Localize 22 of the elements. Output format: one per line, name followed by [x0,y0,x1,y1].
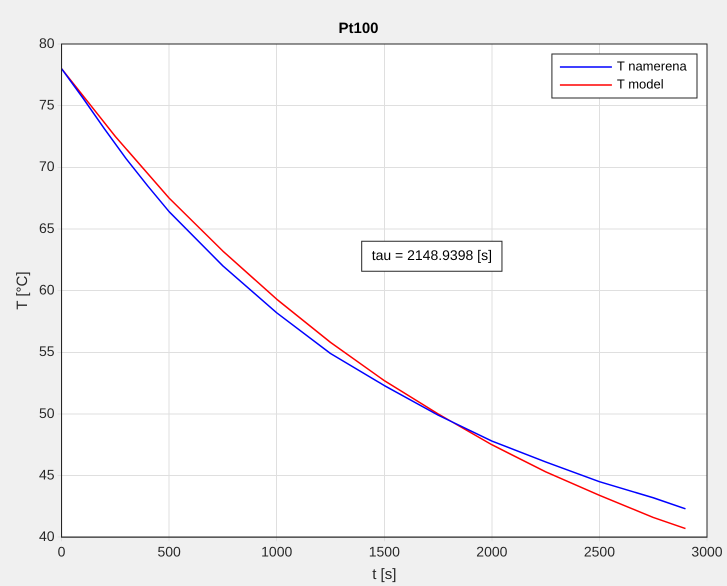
y-tick-label: 55 [38,343,55,360]
legend-label: T namerena [616,58,688,74]
x-tick-label: 2500 [584,543,616,560]
y-tick-label: 75 [38,96,55,113]
y-tick-label: 50 [38,404,55,421]
x-tick-label: 3000 [691,543,723,560]
x-tick-label: 0 [58,543,66,560]
y-axis-title: T [°C] [14,271,32,310]
y-tick-label: 65 [38,220,55,236]
chart-title: Pt100 [338,20,379,38]
annotation: tau = 2148.9398 [s] [372,247,492,264]
y-tick-label: 40 [38,528,55,544]
y-tick-label: 70 [38,158,55,174]
x-tick-label: 2000 [476,543,508,560]
x-axis-title: t [s] [372,566,396,584]
x-tick-label: 1000 [261,543,292,560]
x-tick-label: 500 [157,543,182,560]
legend-label: T model [616,76,664,92]
y-tick-label: 80 [38,34,55,51]
x-tick-label: 1500 [368,543,400,560]
y-tick-label: 60 [38,281,55,298]
y-tick-label: 45 [38,466,55,482]
